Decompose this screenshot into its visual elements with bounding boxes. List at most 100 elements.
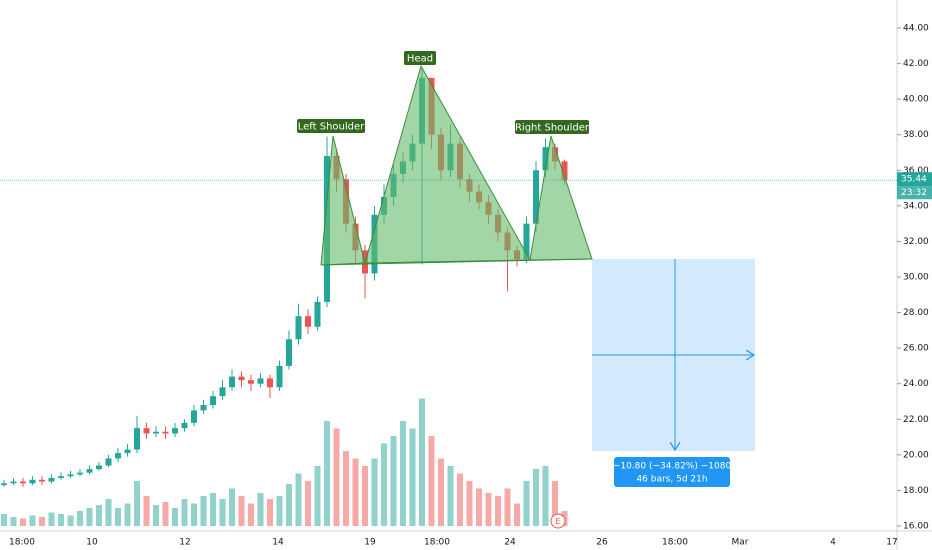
measure-tool: −10.80 (−34.82%) −1080 46 bars, 5d 21h xyxy=(592,259,755,487)
volume-bar xyxy=(514,503,520,526)
last-price-label: 35.44 xyxy=(901,175,927,185)
candle-body xyxy=(286,339,292,366)
neckline xyxy=(320,258,593,266)
volume-bar xyxy=(162,502,169,526)
candle-body xyxy=(295,316,302,340)
volume-bar xyxy=(210,493,216,526)
label-box xyxy=(404,51,436,65)
volume-bar xyxy=(447,466,454,526)
right-shoulder-label: Right Shoulder xyxy=(515,123,590,134)
volume-bar xyxy=(191,503,197,526)
candle-body xyxy=(77,472,83,475)
volume-bar xyxy=(457,473,463,526)
volume-bar xyxy=(29,515,36,526)
volume-bar xyxy=(286,484,292,526)
countdown-box xyxy=(897,186,932,200)
volume-bar xyxy=(504,488,511,526)
candle-body xyxy=(267,378,273,388)
volume-bar xyxy=(248,503,254,526)
candle-body xyxy=(542,147,549,171)
y-tick-label: 36.00 xyxy=(903,166,929,176)
x-tick-label: 18:00 xyxy=(662,538,688,548)
candle-body xyxy=(67,474,74,477)
candle-body xyxy=(58,476,64,478)
volume-bar xyxy=(343,451,349,526)
earnings-label: E xyxy=(555,517,560,526)
x-tick-label: 19 xyxy=(364,538,376,548)
volume-bar xyxy=(105,499,112,526)
volume-bar xyxy=(172,508,178,526)
volume-bar xyxy=(257,493,264,526)
candle-body xyxy=(172,428,178,434)
y-tick-label: 38.00 xyxy=(903,130,929,140)
volume-bar xyxy=(10,517,17,526)
candle-body xyxy=(29,479,36,484)
volume-bar xyxy=(476,488,482,526)
volume-bar xyxy=(181,499,188,526)
volume-bar xyxy=(200,496,207,526)
x-tick-label: Mar xyxy=(732,538,749,548)
left-shoulder-shape xyxy=(320,135,366,266)
y-tick-label: 42.00 xyxy=(903,59,929,69)
y-tick-label: 26.00 xyxy=(903,344,929,354)
volume-bar xyxy=(305,481,311,526)
volume-bar xyxy=(352,458,359,526)
volume-bar xyxy=(295,473,302,526)
volume-bar xyxy=(67,515,74,526)
candle-body xyxy=(162,431,169,434)
y-tick-label: 22.00 xyxy=(903,415,929,425)
y-tick-label: 20.00 xyxy=(903,450,929,460)
last-price-box xyxy=(897,172,932,187)
candle-body xyxy=(124,449,131,454)
head-label: Head xyxy=(407,54,433,65)
earnings-marker[interactable] xyxy=(550,513,566,529)
candle-body xyxy=(191,410,197,423)
pattern: Left Shoulder Head Right Shoulder xyxy=(297,51,593,266)
measure-label-box xyxy=(614,457,730,487)
volume-bar xyxy=(419,398,425,526)
volume-bar xyxy=(58,514,64,526)
y-tick-label: 40.00 xyxy=(903,95,929,105)
volume-bar xyxy=(314,466,321,526)
x-tick-label: 26 xyxy=(596,538,608,548)
volume-bar xyxy=(552,481,558,526)
x-tick-label: 10 xyxy=(86,538,98,548)
countdown-label: 23:32 xyxy=(901,188,927,198)
x-tick-label: 14 xyxy=(272,538,284,548)
x-tick-label: 24 xyxy=(504,538,516,548)
candle-body xyxy=(10,481,17,484)
candle-body xyxy=(314,301,321,327)
volume-layer xyxy=(1,398,568,526)
volume-bar xyxy=(39,517,45,526)
y-tick-label: 34.00 xyxy=(903,201,929,211)
volume-bar xyxy=(333,428,340,526)
y-tick-label: 44.00 xyxy=(903,24,929,34)
candle-body xyxy=(115,453,121,459)
head-shape xyxy=(364,64,531,264)
left-shoulder-label: Left Shoulder xyxy=(298,122,365,133)
candle-body xyxy=(96,465,102,470)
volume-bar xyxy=(143,496,150,526)
measure-bars: 46 bars, 5d 21h xyxy=(636,475,707,485)
volume-bar xyxy=(48,512,55,526)
candle-body xyxy=(20,481,26,484)
candle-body xyxy=(305,316,311,327)
candle-body xyxy=(143,428,150,434)
candle-body xyxy=(48,477,55,482)
label-box xyxy=(297,119,365,133)
volume-bar xyxy=(400,421,406,526)
volume-bar xyxy=(124,503,131,526)
x-tick-label: 12 xyxy=(179,538,190,548)
candle-body xyxy=(533,170,539,224)
x-tick-label: 4 xyxy=(830,538,836,548)
candle-body xyxy=(105,458,112,466)
candle-body xyxy=(523,223,530,260)
volume-bar xyxy=(267,499,273,526)
y-tick-label: 30.00 xyxy=(903,273,929,283)
x-tick-label: 18:00 xyxy=(9,538,35,548)
candle-body xyxy=(134,428,140,450)
candle-body xyxy=(39,479,45,482)
volume-bar xyxy=(96,505,102,526)
candle-body xyxy=(229,376,235,388)
volume-bar xyxy=(371,458,378,526)
